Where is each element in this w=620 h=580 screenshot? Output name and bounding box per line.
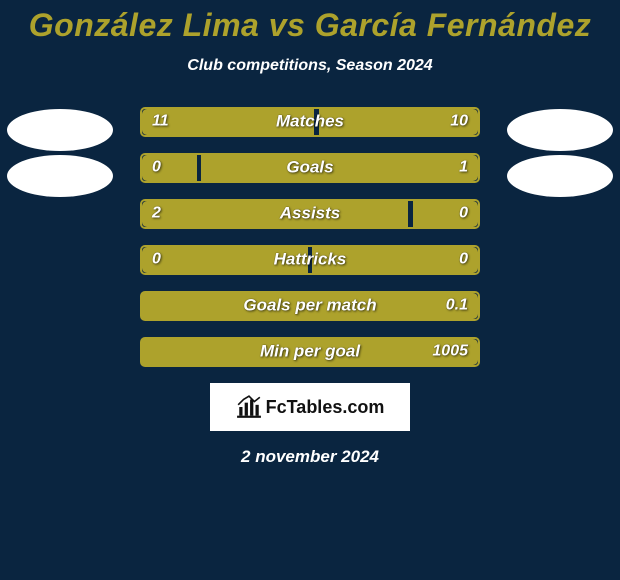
chart-icon — [236, 394, 262, 420]
comparison-rows: Matches1110 Goals01 Assists20 Hattricks00 Go… — [140, 107, 480, 367]
stat-row: Hattricks00 — [140, 245, 480, 275]
stat-fill-left — [142, 109, 314, 135]
infographic-container: González Lima vs García Fernández Club c… — [0, 0, 620, 580]
page-title: González Lima vs García Fernández — [0, 8, 620, 43]
player1-team-avatar-placeholder — [7, 155, 113, 197]
stat-row: Assists20 — [140, 199, 480, 229]
stat-fill-right — [312, 247, 478, 273]
footer-date: 2 november 2024 — [0, 447, 620, 467]
subtitle: Club competitions, Season 2024 — [0, 57, 620, 75]
stat-fill-left — [142, 201, 408, 227]
chart-area: Matches1110 Goals01 Assists20 Hattricks00 Go… — [0, 107, 620, 467]
player1-avatar-placeholder — [7, 109, 113, 151]
stat-fill-right — [319, 109, 478, 135]
stat-row: Min per goal1005 — [140, 337, 480, 367]
stat-fill-right — [201, 155, 478, 181]
player2-avatar-placeholder — [507, 109, 613, 151]
stat-fill-right — [413, 201, 478, 227]
stat-fill-right — [142, 339, 478, 365]
stat-row: Goals per match0.1 — [140, 291, 480, 321]
stat-row: Matches1110 — [140, 107, 480, 137]
brand-text: FcTables.com — [266, 397, 385, 418]
stat-fill-left — [142, 155, 197, 181]
player2-team-avatar-placeholder — [507, 155, 613, 197]
stat-fill-left — [142, 247, 308, 273]
stat-row: Goals01 — [140, 153, 480, 183]
brand-badge: FcTables.com — [210, 383, 410, 431]
stat-fill-right — [142, 293, 478, 319]
